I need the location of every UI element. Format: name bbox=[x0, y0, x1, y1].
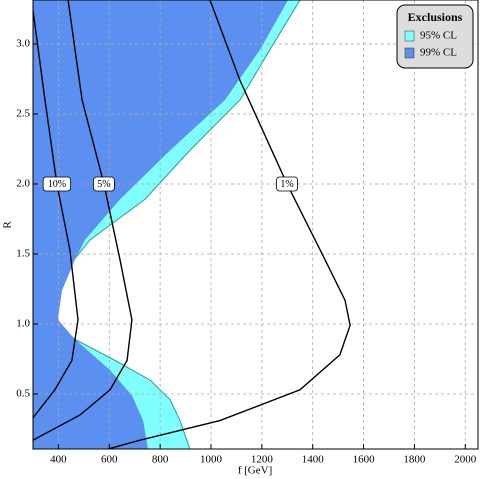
x-tick-label: 1800 bbox=[403, 454, 426, 466]
y-tick-label: 2.0 bbox=[16, 177, 30, 189]
x-tick-label: 1400 bbox=[302, 454, 325, 466]
contour-label-box bbox=[276, 176, 298, 192]
legend: Exclusions 95% CL 99% CL bbox=[396, 4, 474, 69]
x-tick-label: 800 bbox=[152, 454, 169, 466]
x-tick-label: 400 bbox=[50, 454, 67, 466]
x-tick-label: 1200 bbox=[251, 454, 274, 466]
x-tick-label: 600 bbox=[101, 454, 118, 466]
x-tick-label: 2000 bbox=[454, 454, 477, 466]
x-axis-label: f [GeV] bbox=[238, 465, 273, 477]
contour-label: 5% bbox=[93, 176, 115, 192]
plot-frame bbox=[32, 0, 479, 450]
legend-title: Exclusions bbox=[408, 10, 463, 24]
legend-label: 95% CL bbox=[420, 30, 457, 42]
contour-label-text: 1% bbox=[280, 179, 293, 190]
legend-swatch bbox=[404, 47, 415, 59]
y-tick-label: 3.0 bbox=[16, 37, 30, 49]
contour-label-box bbox=[42, 176, 72, 192]
y-tick-label: 1.0 bbox=[16, 318, 30, 330]
contour-label: 1% bbox=[276, 176, 298, 192]
contour-label-text: 5% bbox=[97, 179, 110, 190]
x-tick-label: 1000 bbox=[200, 454, 223, 466]
y-axis-label: R bbox=[2, 221, 14, 229]
contour-label-text: 10% bbox=[48, 179, 66, 190]
legend-swatch bbox=[404, 30, 415, 42]
x-tick-label: 1600 bbox=[353, 454, 376, 466]
legend-label: 99% CL bbox=[420, 47, 457, 59]
contour-label: 10% bbox=[42, 176, 72, 192]
contour-label-box bbox=[93, 176, 115, 192]
contour-line bbox=[33, 10, 79, 419]
exclusion-region bbox=[33, 0, 289, 449]
legend-box bbox=[396, 4, 474, 69]
contour-line bbox=[107, 0, 351, 449]
contour-line bbox=[33, 0, 133, 441]
y-tick-label: 2.5 bbox=[16, 107, 30, 119]
y-tick-label: 0.5 bbox=[16, 388, 30, 400]
plot-area bbox=[33, 0, 478, 449]
y-tick-label: 1.5 bbox=[16, 248, 30, 260]
